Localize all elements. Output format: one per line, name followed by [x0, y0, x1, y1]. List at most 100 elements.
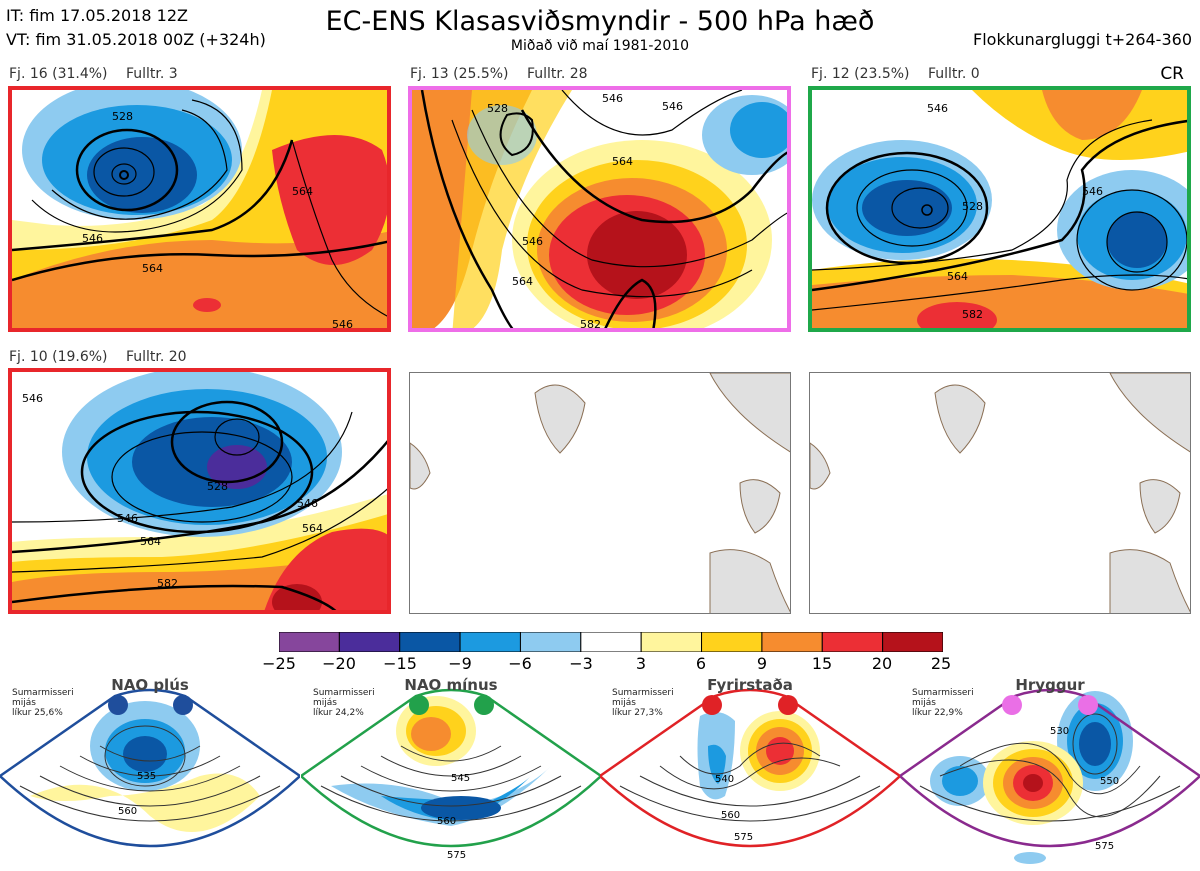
- colorbar-tick: −20: [322, 654, 356, 673]
- panel-4-control: Fulltr. 20: [125, 349, 187, 365]
- contour-label: 528: [487, 102, 508, 115]
- contour-label: 560: [437, 816, 456, 827]
- regime-title: Fyrirstaða: [707, 676, 793, 694]
- initial-time: IT: fim 17.05.2018 12Z: [6, 6, 188, 25]
- colorbar-swatch: [761, 632, 823, 652]
- contour-label: 575: [1095, 841, 1114, 852]
- colorbar-swatch: [279, 632, 340, 652]
- panel-2-cluster: Fj. 13 (25.5%): [410, 66, 509, 82]
- panel-2-label: Fj. 13 (25.5%) Fulltr. 28: [410, 66, 602, 82]
- contour-label: 564: [142, 262, 163, 275]
- colorbar-swatch: [701, 632, 763, 652]
- contour-label: 546: [522, 235, 543, 248]
- colorbar-swatch: [399, 632, 461, 652]
- valid-time: VT: fim 31.05.2018 00Z (+324h): [6, 30, 266, 49]
- corner-label: CR: [1160, 64, 1184, 84]
- regime-info: Sumarmisseri mijás líkur 22,9%: [912, 688, 974, 718]
- regime-season: Sumarmisseri: [12, 688, 74, 698]
- colorbar-tick: 3: [635, 654, 647, 673]
- regime-probability: líkur 22,9%: [912, 708, 963, 718]
- contour-label: 550: [1100, 776, 1119, 787]
- contour-label: 528: [112, 110, 133, 123]
- cluster-map-1-graphic: 528 546 564 564 546: [12, 90, 387, 331]
- contour-label: 546: [117, 512, 138, 525]
- regime-season: Sumarmisseri: [612, 688, 674, 698]
- regime-period: mijás: [612, 698, 636, 708]
- contour-label: 564: [512, 275, 533, 288]
- contour-label: 546: [1082, 185, 1103, 198]
- regime-blocking: 540 560 575 Fyrirstaða Sumarmisseri mijá…: [600, 676, 900, 871]
- regime-season: Sumarmisseri: [313, 688, 375, 698]
- colorbar-tick: −3: [569, 654, 593, 673]
- cluster-map-4-graphic: 546 528 546 546 564 564 582: [12, 372, 387, 610]
- panel-1-label: Fj. 16 (31.4%) Fulltr. 3: [9, 66, 192, 82]
- colorbar-swatch: [640, 632, 703, 652]
- contour-label: 582: [580, 318, 601, 331]
- contour-labels: 546 528 546 546 564 564 582: [22, 392, 323, 590]
- colorbar-tick: −25: [262, 654, 296, 673]
- panel-2-control: Fulltr. 28: [526, 66, 588, 82]
- regime-probability: líkur 24,2%: [313, 708, 364, 718]
- contour-label: 582: [962, 308, 983, 321]
- colorbar-tick: 15: [811, 654, 833, 673]
- cluster-map-2-graphic: 528 546 546 564 546 564 582: [412, 90, 787, 331]
- regime-period: mijás: [912, 698, 936, 708]
- panel-4-cluster: Fj. 10 (19.6%): [9, 349, 108, 365]
- regime-map-blocking: 540 560 575: [600, 688, 900, 848]
- contour-label: 540: [715, 774, 734, 785]
- colorbar: [279, 632, 943, 652]
- contour-label: 564: [947, 270, 968, 283]
- cluster-map-3-graphic: 546 546 528 564 582: [812, 90, 1187, 328]
- contour-label: 546: [22, 392, 43, 405]
- contour-label: 560: [118, 806, 137, 817]
- contour-label: 575: [447, 850, 466, 861]
- panel-3-label: Fj. 12 (23.5%) Fulltr. 0: [811, 66, 994, 82]
- contour-label: 564: [292, 185, 313, 198]
- run-info: IT: fim 17.05.2018 12Z VT: fim 31.05.201…: [6, 4, 266, 52]
- colorbar-tick: 20: [871, 654, 893, 673]
- panel-1-control: Fulltr. 3: [125, 66, 178, 82]
- classification-window: Flokkunargluggi t+264-360: [973, 30, 1192, 49]
- contour-label: 560: [721, 810, 740, 821]
- regime-map-nao-plus: 535 560: [0, 688, 300, 848]
- regime-title: NAO mínus: [404, 676, 498, 694]
- colorbar-tick: −6: [508, 654, 532, 673]
- empty-map-1-graphic: [410, 373, 790, 613]
- contour-label: 564: [612, 155, 633, 168]
- regime-ridge: 530 550 575 Hryggur Sumarmisseri mijás l…: [900, 676, 1200, 871]
- contour-label: 546: [332, 318, 353, 331]
- contour-label: 546: [927, 102, 948, 115]
- contour-label: 545: [451, 773, 470, 784]
- colorbar-tick: 9: [756, 654, 768, 673]
- contour-labels: 546 546 528 564 582: [927, 102, 1103, 321]
- regime-info: Sumarmisseri mijás líkur 27,3%: [612, 688, 674, 718]
- cluster-map-2: 528 546 546 564 546 564 582: [408, 86, 791, 332]
- regime-season: Sumarmisseri: [912, 688, 974, 698]
- panel-4-label: Fj. 10 (19.6%) Fulltr. 20: [9, 349, 201, 365]
- contour-labels: 528 546 564 564 546: [82, 110, 353, 331]
- colorbar-swatch: [580, 632, 642, 652]
- contour-label: 564: [140, 535, 161, 548]
- regime-nao-plus: 535 560 NAO plús Sumarmisseri mijás líku…: [0, 676, 300, 871]
- regime-nao-minus: 545 560 575 NAO mínus Sumarmisseri mijás…: [301, 676, 601, 871]
- regime-probability: líkur 25,6%: [12, 708, 63, 718]
- contour-label: 528: [207, 480, 228, 493]
- contour-label: 575: [734, 832, 753, 843]
- colorbar-tick: −15: [383, 654, 417, 673]
- cluster-map-1: 528 546 564 564 546: [8, 86, 391, 332]
- colorbar-swatch: [459, 632, 521, 652]
- regime-period: mijás: [313, 698, 337, 708]
- colorbar-tick: −9: [448, 654, 472, 673]
- contour-labels: 528 546 546 564 546 564 582: [487, 92, 683, 331]
- colorbar-swatch: [821, 632, 884, 652]
- regime-probability: líkur 27,3%: [612, 708, 663, 718]
- empty-map-2-graphic: [810, 373, 1190, 613]
- contour-label: 546: [662, 100, 683, 113]
- regime-title: NAO plús: [111, 676, 189, 694]
- empty-map-1: [409, 372, 791, 614]
- contour-label: 528: [962, 200, 983, 213]
- panel-3-cluster: Fj. 12 (23.5%): [811, 66, 910, 82]
- contour-label: 582: [157, 577, 178, 590]
- regime-title: Hryggur: [1015, 676, 1085, 694]
- regime-map-nao-minus: 545 560 575: [301, 688, 601, 861]
